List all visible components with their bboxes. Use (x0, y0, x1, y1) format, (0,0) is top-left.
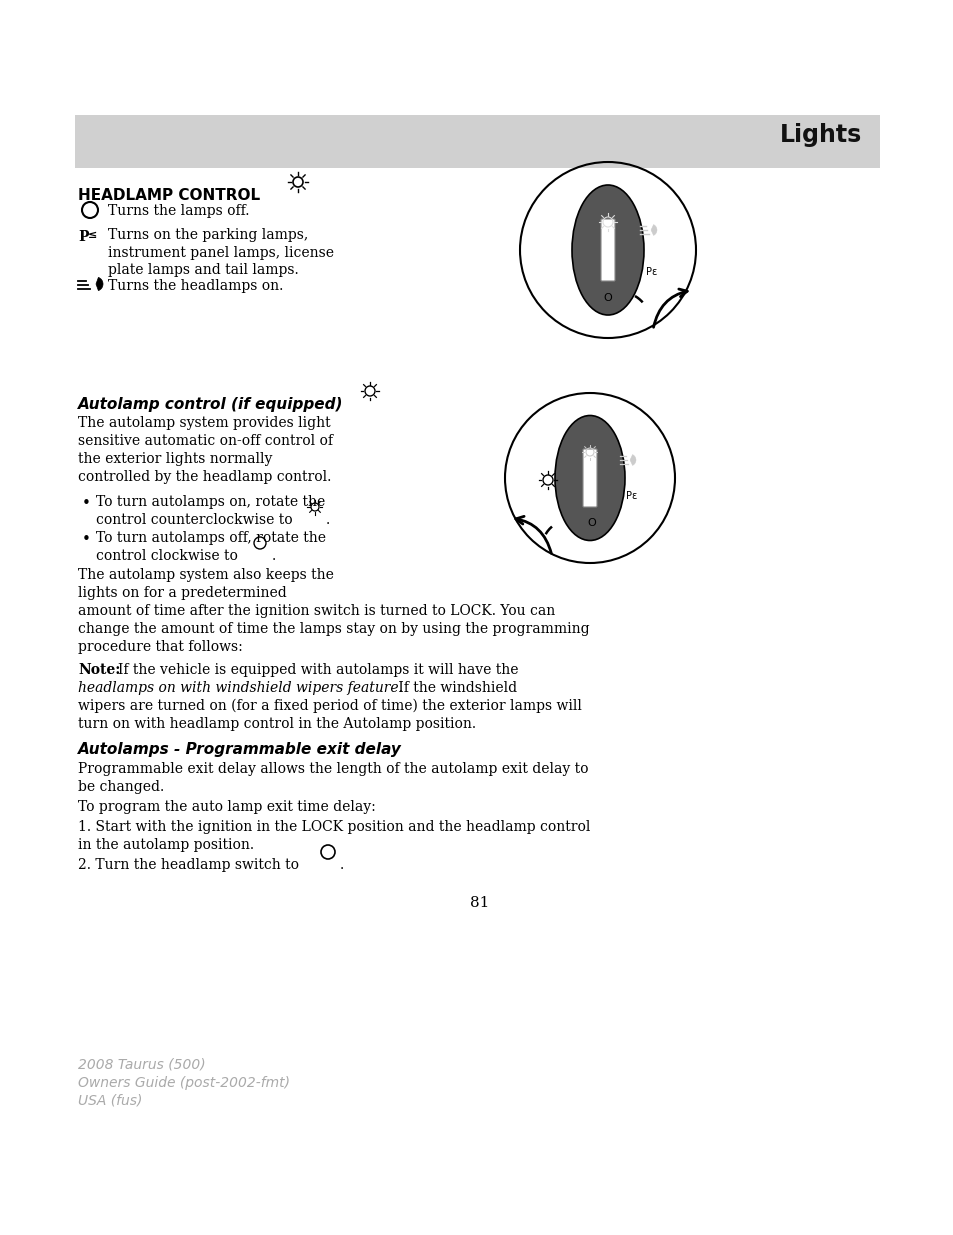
Text: 1. Start with the ignition in the LOCK position and the headlamp control: 1. Start with the ignition in the LOCK p… (78, 820, 590, 834)
Text: Turns on the parking lamps,: Turns on the parking lamps, (108, 228, 308, 242)
Text: .: . (326, 513, 330, 527)
FancyBboxPatch shape (600, 219, 615, 282)
Text: Note:: Note: (78, 663, 120, 677)
Text: •: • (82, 496, 91, 511)
Text: control clockwise to: control clockwise to (96, 550, 237, 563)
Wedge shape (96, 278, 103, 290)
Text: Programmable exit delay allows the length of the autolamp exit delay to: Programmable exit delay allows the lengt… (78, 762, 588, 776)
Text: If the vehicle is equipped with autolamps it will have the: If the vehicle is equipped with autolamp… (118, 663, 518, 677)
Text: Autolamps - Programmable exit delay: Autolamps - Programmable exit delay (78, 742, 401, 757)
Text: Lights: Lights (779, 124, 862, 147)
FancyArrowPatch shape (516, 516, 551, 553)
Text: in the autolamp position.: in the autolamp position. (78, 839, 253, 852)
Text: P: P (78, 230, 89, 245)
Text: The autolamp system also keeps the: The autolamp system also keeps the (78, 568, 334, 582)
Text: plate lamps and tail lamps.: plate lamps and tail lamps. (108, 263, 298, 277)
Text: 2008 Taurus (500): 2008 Taurus (500) (78, 1058, 206, 1072)
Text: Autolamp control (if equipped): Autolamp control (if equipped) (78, 396, 343, 412)
Text: ≤: ≤ (88, 230, 97, 240)
Text: To turn autolamps off, rotate the: To turn autolamps off, rotate the (96, 531, 326, 545)
Text: Pε: Pε (645, 267, 657, 277)
Text: O: O (603, 293, 612, 303)
Text: 2. Turn the headlamp switch to: 2. Turn the headlamp switch to (78, 858, 298, 872)
Text: amount of time after the ignition switch is turned to LOCK. You can: amount of time after the ignition switch… (78, 604, 555, 618)
Text: The autolamp system provides light: The autolamp system provides light (78, 416, 331, 430)
Text: If the windshield: If the windshield (394, 680, 517, 695)
Text: 81: 81 (470, 897, 489, 910)
Ellipse shape (555, 415, 624, 541)
Text: control counterclockwise to: control counterclockwise to (96, 513, 293, 527)
Ellipse shape (572, 185, 643, 315)
Text: change the amount of time the lamps stay on by using the programming: change the amount of time the lamps stay… (78, 622, 589, 636)
Wedge shape (629, 454, 636, 466)
Text: Turns the headlamps on.: Turns the headlamps on. (108, 279, 283, 293)
Text: .: . (272, 550, 276, 563)
Text: HEADLAMP CONTROL: HEADLAMP CONTROL (78, 188, 260, 203)
Text: controlled by the headlamp control.: controlled by the headlamp control. (78, 471, 331, 484)
Text: To turn autolamps on, rotate the: To turn autolamps on, rotate the (96, 495, 325, 509)
Text: headlamps on with windshield wipers feature.: headlamps on with windshield wipers feat… (78, 680, 402, 695)
Text: .: . (339, 858, 344, 872)
Text: Owners Guide (post-2002-fmt): Owners Guide (post-2002-fmt) (78, 1076, 290, 1091)
Text: instrument panel lamps, license: instrument panel lamps, license (108, 246, 334, 261)
Text: O: O (587, 517, 596, 529)
Text: be changed.: be changed. (78, 781, 164, 794)
Text: procedure that follows:: procedure that follows: (78, 640, 242, 655)
Text: turn on with headlamp control in the Autolamp position.: turn on with headlamp control in the Aut… (78, 718, 476, 731)
Text: Turns the lamps off.: Turns the lamps off. (108, 204, 250, 219)
Text: •: • (82, 532, 91, 547)
Wedge shape (650, 225, 657, 236)
FancyBboxPatch shape (582, 450, 597, 508)
Text: Pε: Pε (625, 492, 637, 501)
FancyArrowPatch shape (653, 289, 686, 327)
Bar (75, 115, 879, 168)
Text: lights on for a predetermined: lights on for a predetermined (78, 585, 287, 600)
Text: the exterior lights normally: the exterior lights normally (78, 452, 273, 466)
Text: wipers are turned on (for a fixed period of time) the exterior lamps will: wipers are turned on (for a fixed period… (78, 699, 581, 714)
Text: sensitive automatic on-off control of: sensitive automatic on-off control of (78, 433, 333, 448)
Text: USA (fus): USA (fus) (78, 1094, 142, 1108)
Text: To program the auto lamp exit time delay:: To program the auto lamp exit time delay… (78, 800, 375, 814)
